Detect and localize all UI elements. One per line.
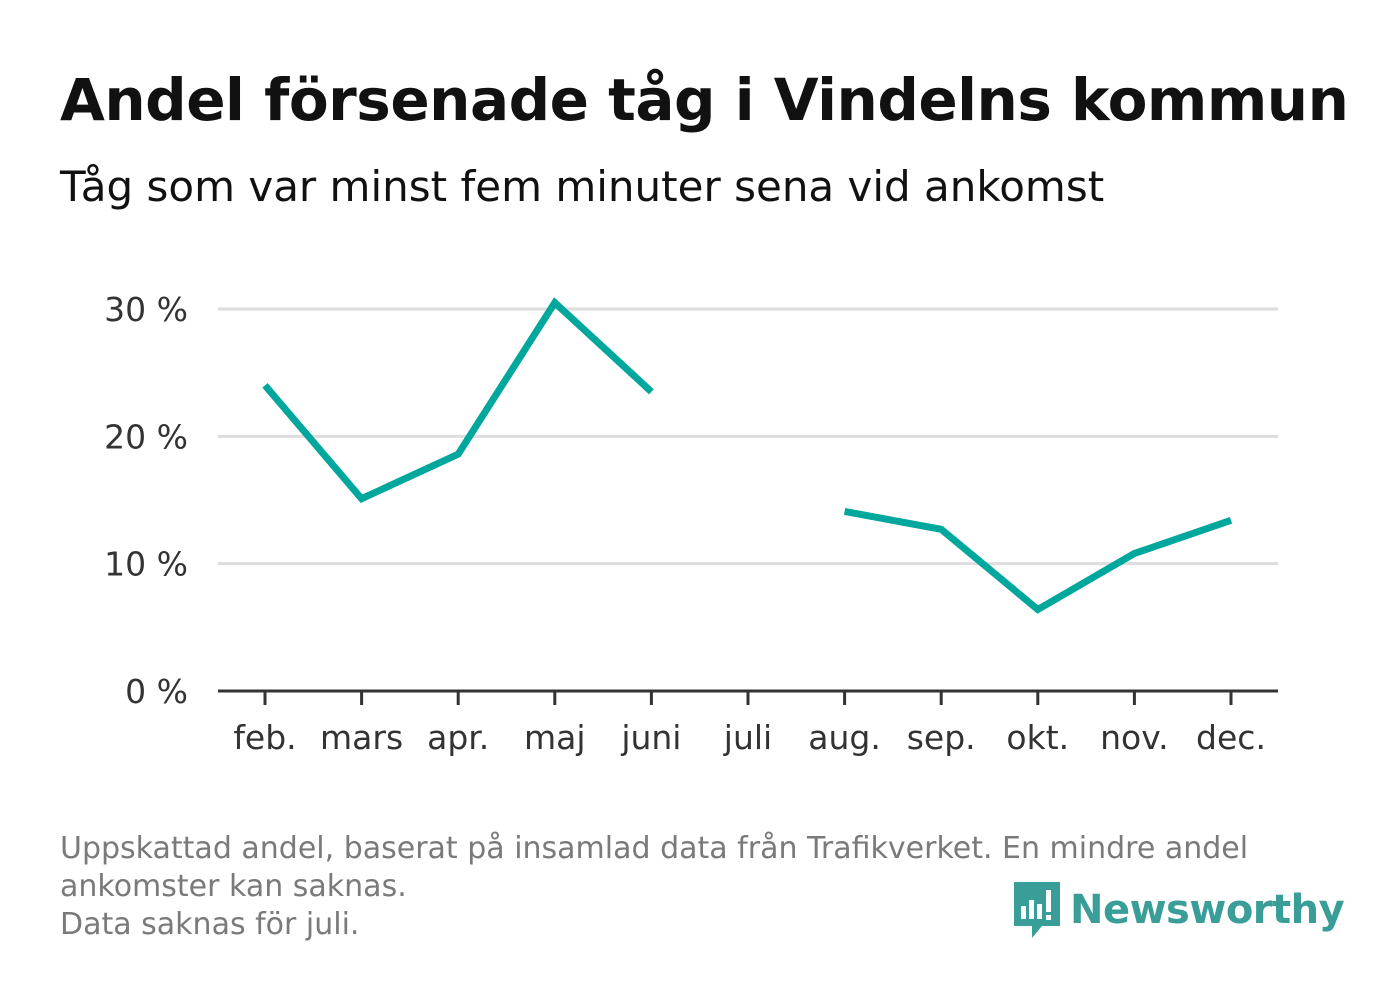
footnote: Uppskattad andel, baserat på insamlad da… xyxy=(60,830,1320,944)
y-tick-label: 30 % xyxy=(104,290,188,329)
y-axis-tick-labels: 0 % 10 % 20 % 30 % xyxy=(104,290,188,711)
gridlines xyxy=(218,307,1278,566)
x-tick-label: okt. xyxy=(1006,718,1069,757)
x-axis-tick-labels: feb. mars apr. maj juni juli aug. sep. okt. nov. d… xyxy=(233,718,1266,757)
y-tick-label: 0 % xyxy=(125,672,188,711)
y-tick-label: 10 % xyxy=(104,545,188,584)
x-tick-label: feb. xyxy=(233,718,296,757)
x-tick-label: sep. xyxy=(907,718,976,757)
x-tick-label: nov. xyxy=(1100,718,1169,757)
x-tick-label: dec. xyxy=(1196,718,1266,757)
x-tick-label: apr. xyxy=(427,718,489,757)
x-tick-label: mars xyxy=(320,718,403,757)
x-tick-label: juli xyxy=(723,718,772,757)
brand-logo: Newsworthy xyxy=(1012,878,1345,942)
x-tick-label: aug. xyxy=(808,718,881,757)
footnote-line-2: ankomster kan saknas. xyxy=(60,869,407,904)
series-line-segment xyxy=(262,297,654,504)
newsworthy-logo-icon xyxy=(1014,882,1060,938)
brand-name: Newsworthy xyxy=(1070,887,1345,933)
footnote-line-3: Data saknas för juli. xyxy=(60,907,360,942)
x-axis xyxy=(218,689,1278,705)
footnote-line-1: Uppskattad andel, baserat på insamlad da… xyxy=(60,831,1249,866)
x-tick-label: juni xyxy=(620,718,681,757)
chart-subtitle: Tåg som var minst fem minuter sena vid a… xyxy=(60,162,1105,211)
x-tick-label: maj xyxy=(524,718,586,757)
y-tick-label: 20 % xyxy=(104,417,188,456)
series-lines xyxy=(262,297,1233,614)
chart-title: Andel försenade tåg i Vindelns kommun xyxy=(60,66,1349,134)
series-line-segment xyxy=(843,508,1233,614)
